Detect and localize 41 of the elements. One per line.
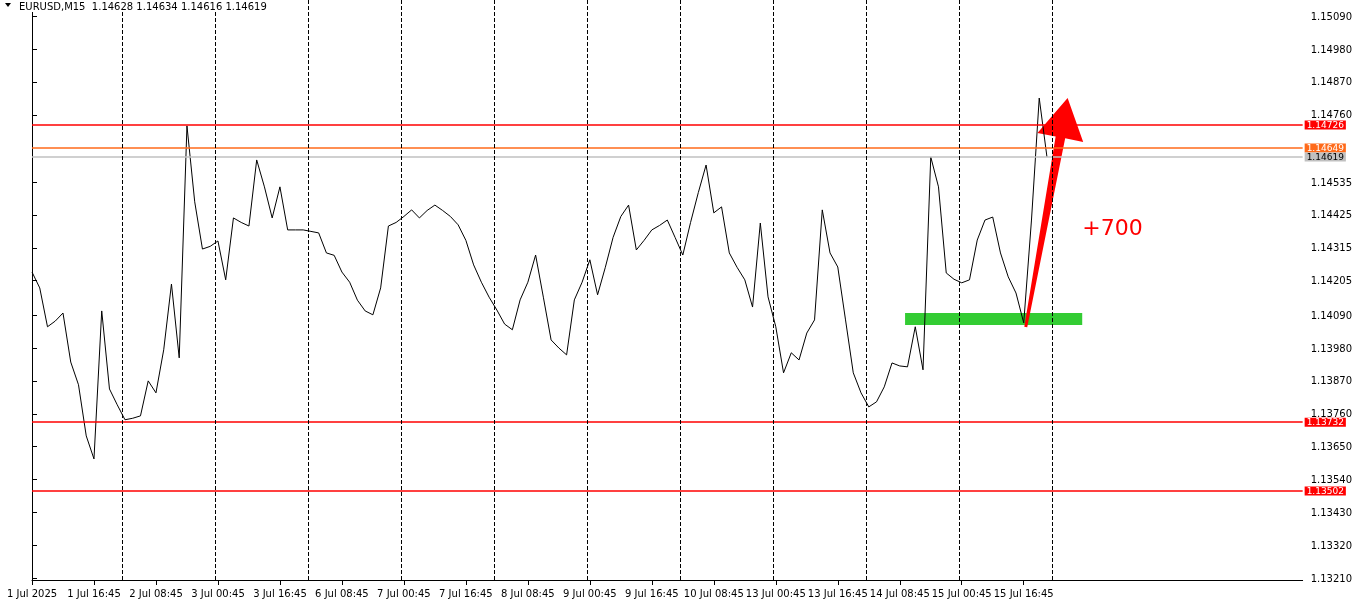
y-tick-label: 1.14090 (1310, 309, 1353, 321)
y-tick-label: 1.14315 (1310, 242, 1353, 254)
x-tick-label: 1 Jul 16:45 (67, 587, 121, 599)
y-tick-label: 1.14870 (1310, 76, 1353, 88)
y-tick-label: 1.13540 (1310, 474, 1353, 486)
ref-line-label: 1.13502 (1306, 485, 1344, 496)
y-tick-label: 1.14425 (1310, 209, 1353, 221)
y-tick-label: 1.14535 (1310, 176, 1353, 188)
annotation: +700 (1082, 214, 1143, 240)
ref-line-label: 1.14619 (1306, 151, 1345, 162)
y-tick-label: 1.15090 (1310, 10, 1353, 22)
x-tick-label: 13 Jul 00:45 (745, 587, 806, 599)
x-tick-label: 15 Jul 16:45 (993, 587, 1054, 599)
y-tick-label: 1.13210 (1310, 572, 1353, 584)
x-tick-label: 15 Jul 00:45 (931, 587, 992, 599)
x-tick-label: 2 Jul 08:45 (129, 587, 183, 599)
x-tick-label: 6 Jul 08:45 (315, 587, 369, 599)
y-tick-label: 1.13430 (1310, 506, 1353, 518)
x-tick-label: 13 Jul 16:45 (807, 587, 868, 599)
ref-line-label: 1.14726 (1306, 119, 1345, 130)
y-tick-label: 1.14980 (1310, 43, 1353, 55)
y-tick-label: 1.14205 (1310, 275, 1353, 287)
x-tick-label: 1 Jul 2025 (6, 587, 58, 599)
x-tick-label: 7 Jul 16:45 (439, 587, 493, 599)
x-tick-label: 3 Jul 16:45 (253, 587, 307, 599)
x-tick-label: 7 Jul 00:45 (377, 587, 431, 599)
y-tick-label: 1.13870 (1310, 375, 1353, 387)
ref-line-label: 1.14649 (1306, 142, 1345, 153)
x-tick-label: 14 Jul 08:45 (869, 587, 930, 599)
ref-line-label: 1.13732 (1306, 417, 1344, 428)
y-tick-label: 1.13980 (1310, 342, 1353, 354)
chart-title: EURUSD,M15 1.14628 1.14634 1.14616 1.14619 (19, 0, 267, 12)
y-tick-label: 1.14760 (1310, 109, 1353, 121)
x-tick-label: 9 Jul 00:45 (563, 587, 617, 599)
x-tick-label: 3 Jul 00:45 (191, 587, 245, 599)
x-tick-label: 9 Jul 16:45 (625, 587, 679, 599)
y-tick-label: 1.13320 (1310, 539, 1353, 551)
y-tick-label: 1.13760 (1310, 408, 1353, 420)
y-tick-label: 1.13650 (1310, 441, 1353, 453)
x-tick-label: 10 Jul 08:45 (683, 587, 744, 599)
x-tick-label: 8 Jul 08:45 (501, 587, 555, 599)
